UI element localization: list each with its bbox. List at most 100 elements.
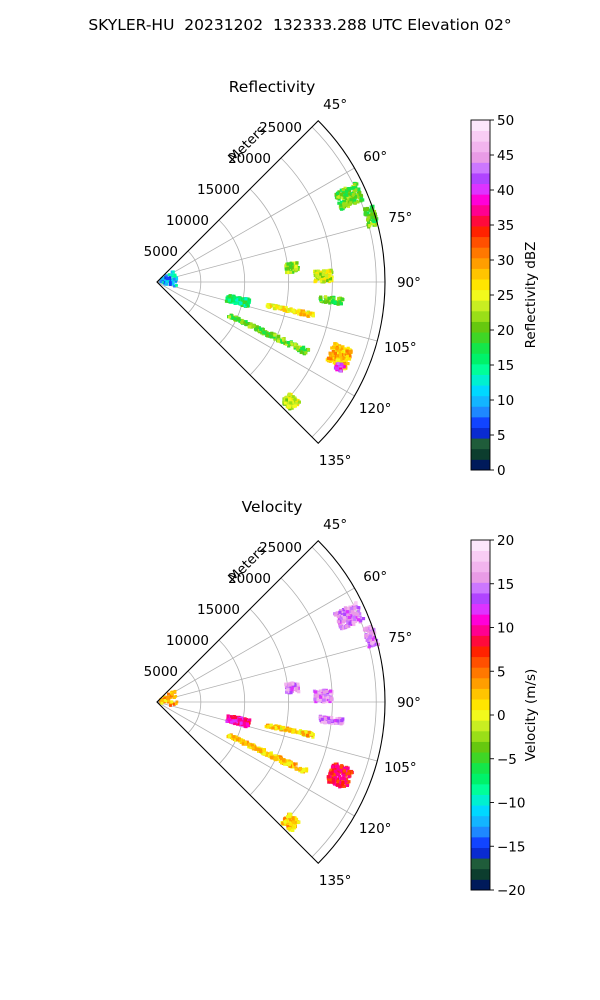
- echo-pixel: [346, 362, 350, 366]
- echo-pixel: [358, 612, 362, 616]
- echo-pixel: [243, 304, 247, 308]
- echo-pixel: [323, 693, 327, 697]
- echo-cell: [362, 625, 380, 649]
- theta-tick-label: 60°: [363, 569, 387, 585]
- echo-pixel: [347, 357, 352, 361]
- echo-pixel: [353, 195, 358, 199]
- echo-pixel: [331, 353, 335, 357]
- echo-pixel: [298, 345, 302, 349]
- echo-pixel: [342, 200, 347, 204]
- echo-pixel: [366, 211, 370, 215]
- echo-pixel: [342, 769, 346, 773]
- echo-pixel: [349, 200, 353, 204]
- echo-pixel: [244, 742, 248, 746]
- theta-tick-label: 135°: [319, 873, 352, 889]
- echo-pixel: [330, 275, 334, 279]
- echo-pixel: [324, 295, 328, 299]
- echo-pixel: [335, 366, 339, 371]
- echo-pixel: [366, 223, 370, 227]
- echo-pixel: [336, 772, 340, 776]
- echo-pixel: [368, 631, 372, 635]
- echo-pixel: [302, 311, 306, 315]
- r-tick-label: 5000: [144, 244, 178, 260]
- echo-pixel: [249, 745, 253, 749]
- echo-pixel: [327, 270, 332, 274]
- echo-pixel: [331, 356, 335, 360]
- clutter-pixel: [168, 282, 172, 286]
- colorbar-swatch: [471, 624, 490, 636]
- echo-pixel: [299, 312, 303, 317]
- echo-pixel: [327, 274, 331, 279]
- echo-pixel: [352, 606, 356, 610]
- azimuth-gridline: [156, 281, 355, 397]
- echo-pixel: [273, 305, 277, 309]
- echo-pixel: [368, 643, 372, 647]
- colorbar-swatch: [471, 720, 490, 732]
- echo-pixel: [301, 730, 305, 734]
- echo-pixel: [347, 615, 351, 620]
- polar-panel-velocity: Velocity500010000150002000025000Meters45…: [144, 498, 421, 889]
- echo-pixel: [311, 735, 315, 739]
- echo-pixel: [322, 690, 327, 694]
- echo-pixel: [343, 777, 347, 781]
- echo-pixel: [319, 270, 323, 274]
- echo-pixel: [337, 620, 341, 624]
- echo-pixel: [374, 642, 378, 646]
- echo-pixel: [229, 734, 233, 738]
- echo-pixel: [241, 298, 245, 302]
- echo-pixel: [283, 762, 287, 766]
- echo-pixel: [250, 743, 254, 747]
- echo-pixel: [297, 348, 301, 352]
- echo-pixel: [296, 310, 300, 314]
- r-tick-label: 10000: [166, 633, 209, 649]
- clutter-pixel: [172, 273, 175, 276]
- echo-pixel: [347, 775, 351, 779]
- echo-pixel: [259, 749, 263, 754]
- echo-cell: [227, 313, 311, 356]
- colorbar-tick-label: −10: [497, 796, 526, 812]
- echo-pixel: [350, 606, 354, 611]
- colorbar-tick-label: −15: [497, 839, 526, 855]
- echo-pixel: [367, 636, 372, 640]
- echo-pixel: [339, 369, 343, 373]
- echo-pixel: [273, 333, 277, 337]
- echo-pixel: [337, 775, 342, 779]
- echo-pixel: [323, 276, 327, 281]
- echo-pixel: [293, 344, 297, 348]
- echo-pixel: [367, 216, 371, 220]
- echo-pixel: [328, 351, 332, 355]
- echo-pixel: [329, 357, 333, 361]
- echo-pixel: [336, 348, 341, 353]
- echo-pixel: [267, 332, 271, 336]
- echo-pixel: [257, 748, 261, 752]
- echo-pixel: [374, 221, 378, 226]
- echo-pixel: [371, 218, 375, 222]
- echo-pixel: [365, 626, 369, 630]
- echo-pixel: [242, 300, 246, 304]
- echo-pixel: [340, 207, 344, 211]
- theta-tick-label: 75°: [388, 630, 412, 646]
- echo-pixel: [327, 780, 331, 784]
- colorbar-swatch: [471, 226, 490, 238]
- echo-pixel: [369, 625, 373, 629]
- echo-pixel: [345, 193, 349, 197]
- echo-pixel: [325, 278, 329, 282]
- echo-pixel: [295, 686, 299, 690]
- echo-pixel: [347, 771, 351, 776]
- echo-pixel: [335, 762, 339, 766]
- echo-pixel: [291, 270, 295, 274]
- echo-pixel: [316, 277, 320, 281]
- colorbar-swatch: [471, 353, 490, 365]
- colorbar-label: Velocity (m/s): [523, 669, 539, 762]
- clutter-pixel: [167, 692, 170, 696]
- echo-pixel: [339, 722, 343, 726]
- echo-pixel: [288, 407, 292, 411]
- echo-pixel: [288, 683, 292, 687]
- echo-pixel: [269, 725, 273, 729]
- echo-pixel: [253, 745, 257, 749]
- echo-pixel: [293, 346, 298, 350]
- echo-pixel: [319, 295, 323, 300]
- echo-pixel: [330, 776, 334, 780]
- echo-pixel: [336, 195, 340, 199]
- r-tick-label: 20000: [228, 571, 271, 587]
